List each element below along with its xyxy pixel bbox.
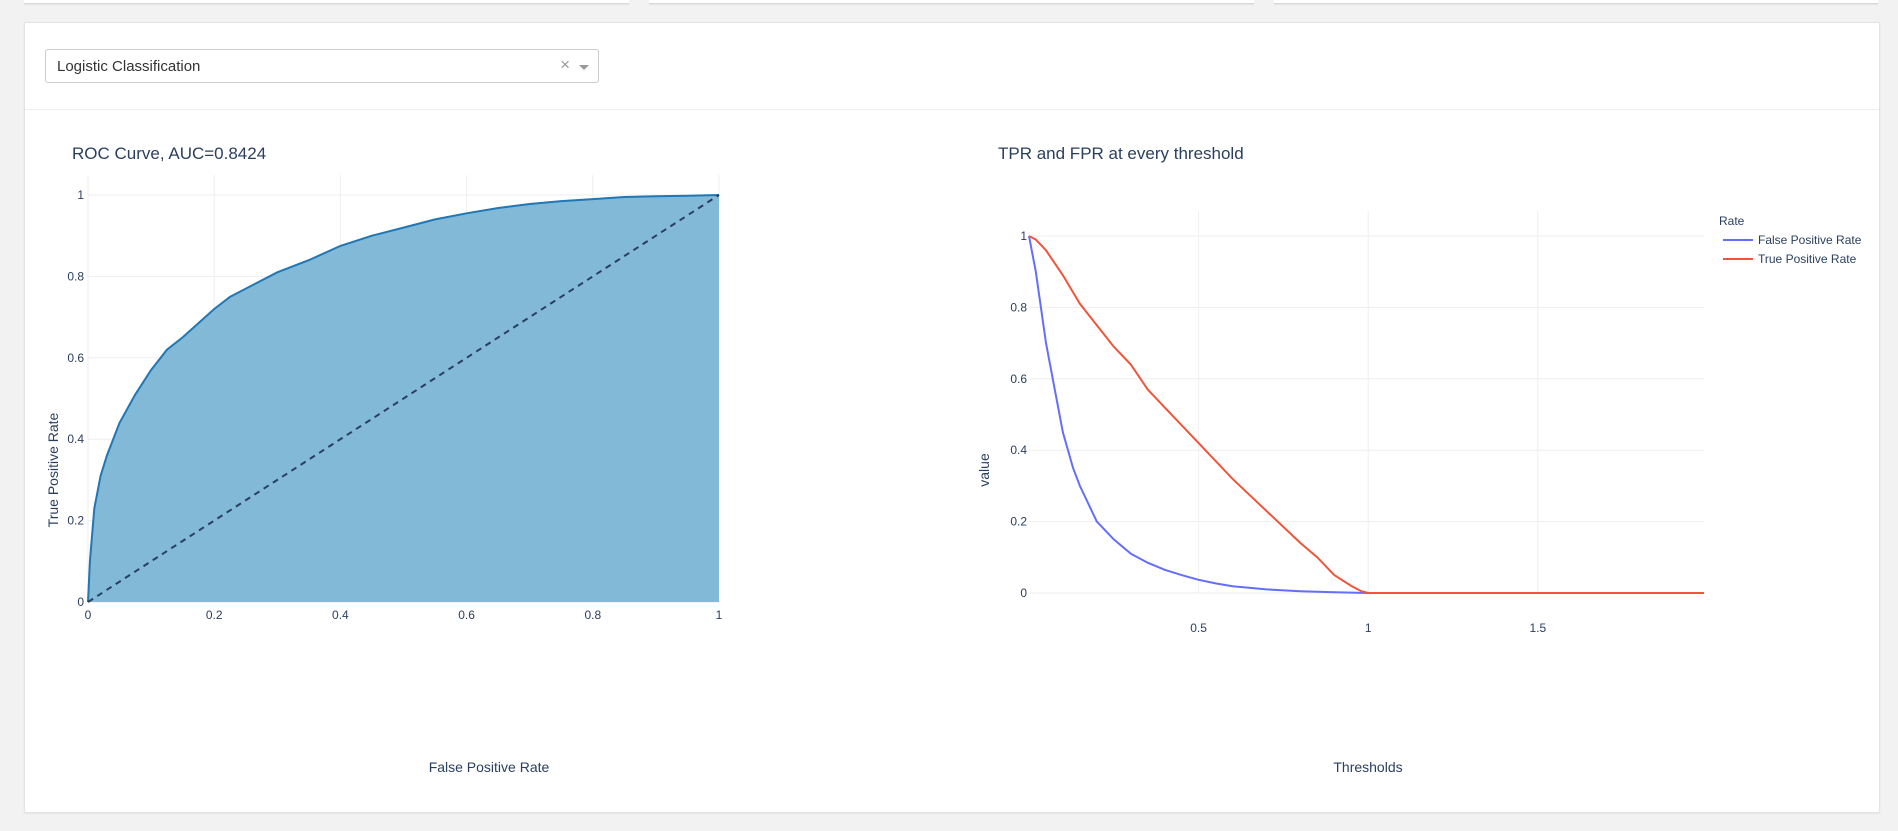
thr-y-tick-label: 0.2 xyxy=(1010,515,1027,529)
roc-y-tick-label: 0.8 xyxy=(67,269,84,283)
legend-item-fpr[interactable]: False Positive Rate xyxy=(1723,233,1862,247)
legend-label-fpr: False Positive Rate xyxy=(1758,233,1862,247)
model-select-dropdown[interactable]: Logistic Classification × xyxy=(45,49,599,83)
top-tab-3 xyxy=(1274,0,1878,4)
roc-y-tick-label: 0.2 xyxy=(67,514,84,528)
top-tab-2 xyxy=(649,0,1254,4)
roc-y-tick-label: 0.4 xyxy=(67,432,84,446)
roc-y-axis-label: True Positive Rate xyxy=(45,412,61,527)
thr-y-tick-label: 1 xyxy=(1020,229,1027,243)
threshold-chart-title: TPR and FPR at every threshold xyxy=(998,144,1244,163)
roc-y-tick-label: 1 xyxy=(77,188,84,202)
legend-item-tpr[interactable]: True Positive Rate xyxy=(1723,252,1857,266)
threshold-y-axis-label: value xyxy=(976,453,992,487)
roc-x-tick-label: 0.8 xyxy=(584,608,601,622)
roc-x-tick-label: 0.2 xyxy=(206,608,223,622)
card-header: Logistic Classification × xyxy=(25,23,1879,110)
thr-y-tick-label: 0 xyxy=(1020,586,1027,600)
roc-x-axis-label: False Positive Rate xyxy=(429,759,550,775)
roc-x-tick-label: 0.6 xyxy=(458,608,475,622)
top-tab-1 xyxy=(24,0,629,4)
thr-y-tick-label: 0.6 xyxy=(1010,372,1027,386)
thr-y-tick-label: 0.8 xyxy=(1010,300,1027,314)
roc-x-tick-label: 0 xyxy=(85,608,92,622)
clear-icon[interactable]: × xyxy=(560,55,570,74)
threshold-x-axis-label: Thresholds xyxy=(1333,759,1402,775)
thr-x-tick-label: 1 xyxy=(1365,621,1372,635)
thr-x-tick-label: 0.5 xyxy=(1190,621,1207,635)
legend-title: Rate xyxy=(1719,214,1745,228)
thr-y-tick-label: 0.4 xyxy=(1010,443,1027,457)
dropdown-selected-value: Logistic Classification xyxy=(57,58,201,75)
chevron-down-icon[interactable] xyxy=(579,65,589,70)
roc-chart: ROC Curve, AUC=0.8424 0 0.2 0.4 0.6 0.8 1 0 0.… xyxy=(45,144,723,775)
roc-x-tick-label: 0.4 xyxy=(332,608,349,622)
diagonal-dashed-line xyxy=(87,194,720,603)
threshold-chart: TPR and FPR at every threshold 0.5 1 1.5 0… xyxy=(976,144,1862,775)
thr-x-tick-label: 1.5 xyxy=(1529,621,1546,635)
fpr-line xyxy=(1028,235,1704,594)
roc-x-tick-label: 1 xyxy=(716,608,723,622)
legend-label-tpr: True Positive Rate xyxy=(1758,252,1857,266)
roc-curve-line xyxy=(87,194,720,603)
roc-y-tick-label: 0.6 xyxy=(67,351,84,365)
legend: Rate False Positive Rate True Positive R… xyxy=(1719,214,1862,266)
roc-y-tick-label: 0 xyxy=(77,595,84,609)
roc-chart-title: ROC Curve, AUC=0.8424 xyxy=(72,144,266,163)
tpr-line xyxy=(1028,235,1704,594)
